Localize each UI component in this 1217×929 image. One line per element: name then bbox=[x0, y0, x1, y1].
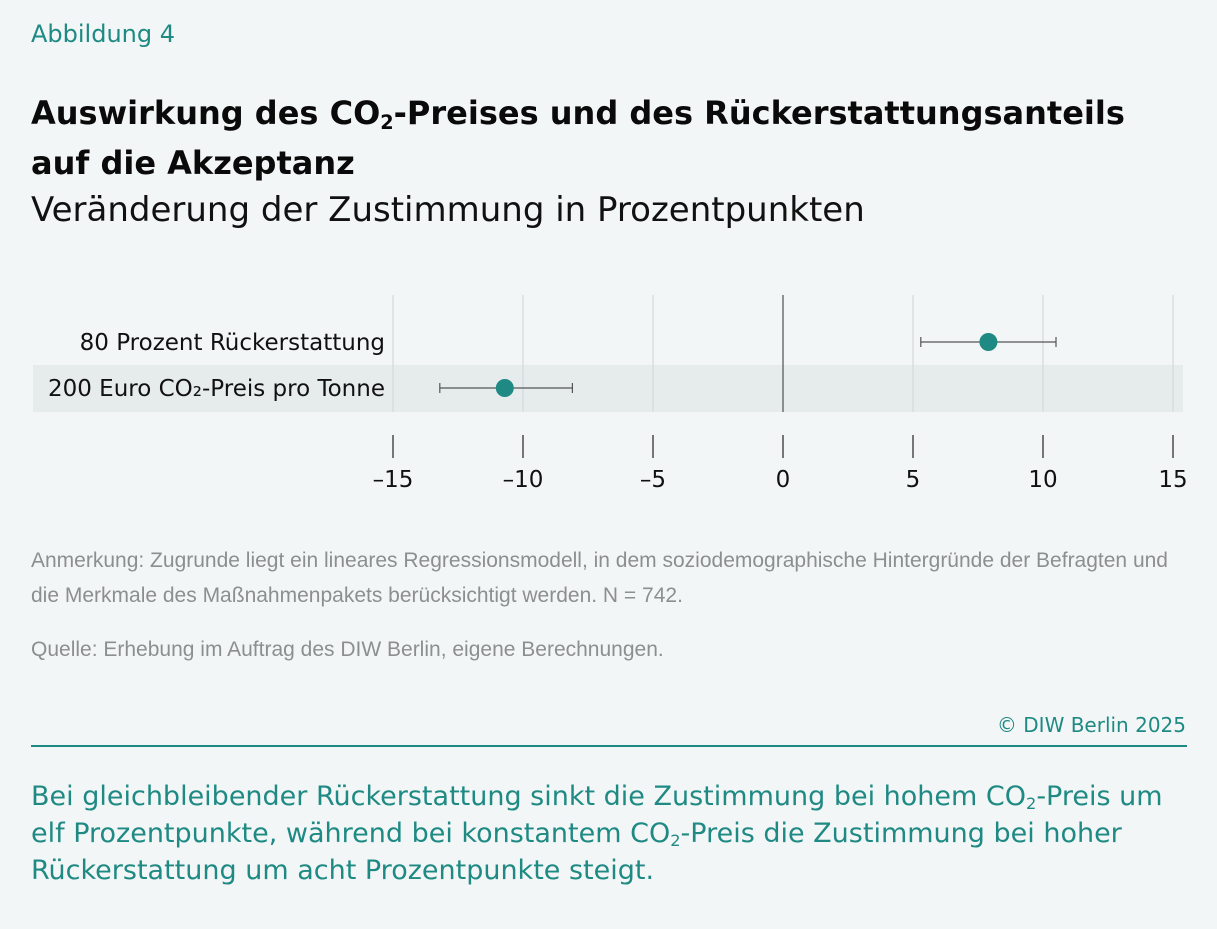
takeaway-text: Bei gleichbleibender Rückerstattung sink… bbox=[31, 778, 1191, 889]
x-tick-label: 15 bbox=[1158, 467, 1187, 493]
category-label: 80 Prozent Rückerstattung bbox=[80, 330, 385, 356]
category-label: 200 Euro CO₂-Preis pro Tonne bbox=[48, 376, 385, 402]
data-point bbox=[979, 333, 998, 351]
figure-label: Abbildung 4 bbox=[31, 20, 176, 48]
highlight-band bbox=[33, 365, 1183, 412]
grid-lines bbox=[392, 295, 1174, 412]
x-tick-label: –5 bbox=[640, 467, 666, 493]
title-subscript: 2 bbox=[380, 110, 394, 134]
axis-ticks: –15 –10 –5 0 5 10 15 bbox=[373, 435, 1188, 493]
takeaway-part3: -Preis die Zustimmung bei hoher Rückerst… bbox=[31, 818, 1122, 886]
category-labels: 80 Prozent Rückerstattung 200 Euro CO₂-Pr… bbox=[48, 330, 385, 402]
takeaway-subscript-2: 2 bbox=[670, 831, 681, 851]
forest-plot: –15 –10 –5 0 5 10 15 80 Prozent Rückerstattung… bbox=[33, 295, 1188, 493]
x-tick-label: 0 bbox=[776, 467, 791, 493]
takeaway-subscript-1: 2 bbox=[1026, 794, 1037, 814]
divider bbox=[31, 745, 1187, 747]
chart-source: Quelle: Erhebung im Auftrag des DIW Berl… bbox=[31, 638, 664, 661]
chart-subtitle: Veränderung der Zustimmung in Prozentpun… bbox=[31, 190, 865, 230]
x-tick-label: –15 bbox=[373, 467, 414, 493]
copyright: © DIW Berlin 2025 bbox=[996, 713, 1186, 737]
x-tick-label: 10 bbox=[1028, 467, 1057, 493]
takeaway-part2: -Preis um elf Prozentpunkte, während bei… bbox=[31, 781, 1163, 849]
takeaway-part1: Bei gleichbleibender Rückerstattung sink… bbox=[31, 781, 1026, 812]
chart-title: Auswirkung des CO2-Preises und des Rücke… bbox=[31, 88, 1191, 188]
chart-note: Anmerkung: Zugrunde liegt ein lineares R… bbox=[31, 549, 1168, 607]
x-tick-label: 5 bbox=[906, 467, 921, 493]
title-part1: Auswirkung des CO bbox=[31, 94, 381, 132]
title-part2: -Preises und des Rückerstattungsanteils … bbox=[31, 94, 1125, 182]
data-marks bbox=[439, 333, 1057, 397]
data-point bbox=[495, 379, 514, 397]
x-tick-label: –10 bbox=[503, 467, 544, 493]
